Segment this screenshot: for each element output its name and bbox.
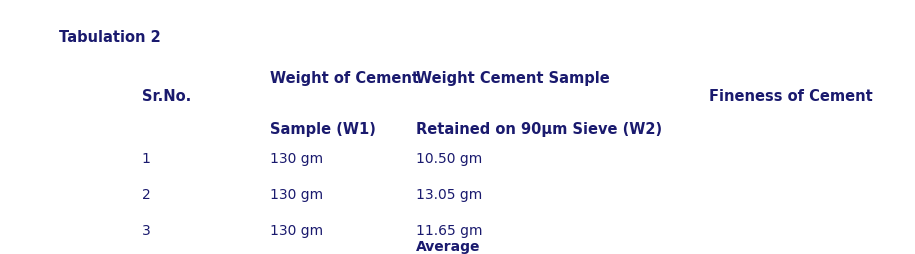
- Text: Tabulation 2: Tabulation 2: [59, 30, 161, 45]
- Text: 11.65 gm: 11.65 gm: [416, 224, 483, 237]
- Text: 1: 1: [142, 152, 151, 166]
- Text: Fineness of Cement: Fineness of Cement: [709, 89, 873, 104]
- Text: 10.50 gm: 10.50 gm: [416, 152, 482, 166]
- Text: Weight Cement Sample: Weight Cement Sample: [416, 71, 610, 86]
- Text: 13.05 gm: 13.05 gm: [416, 188, 482, 202]
- Text: Sr.No.: Sr.No.: [142, 89, 191, 104]
- Text: Sample (W1): Sample (W1): [270, 122, 376, 137]
- Text: 2: 2: [142, 188, 151, 202]
- Text: 130 gm: 130 gm: [270, 224, 323, 237]
- Text: 130 gm: 130 gm: [270, 152, 323, 166]
- Text: Weight of Cement: Weight of Cement: [270, 71, 419, 86]
- Text: 3: 3: [142, 224, 151, 237]
- Text: 130 gm: 130 gm: [270, 188, 323, 202]
- Text: Retained on 90µm Sieve (W2): Retained on 90µm Sieve (W2): [416, 122, 662, 137]
- Text: Average: Average: [416, 240, 480, 254]
